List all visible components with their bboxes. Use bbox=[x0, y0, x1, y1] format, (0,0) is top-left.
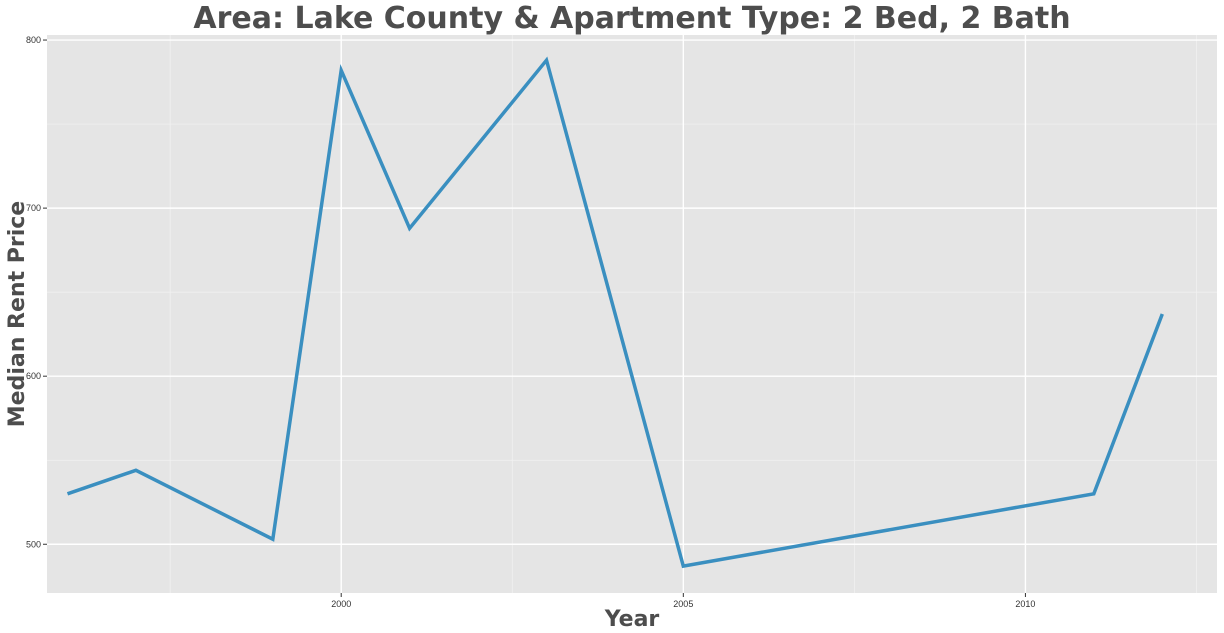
series-group bbox=[66, 56, 1164, 569]
x-axis-ticks: 2000 2005 2010 bbox=[331, 593, 1035, 609]
y-tick-label: 600 bbox=[26, 371, 41, 381]
y-tick-label: 500 bbox=[26, 539, 41, 549]
y-axis-ticks: 500 600 700 800 bbox=[26, 35, 47, 549]
x-tick-label: 2000 bbox=[331, 599, 351, 609]
x-tick-label: 2010 bbox=[1015, 599, 1035, 609]
plot-panel bbox=[47, 35, 1217, 593]
minor-gridlines bbox=[47, 35, 1217, 593]
x-tick-label: 2005 bbox=[673, 599, 693, 609]
x-axis-label: Year bbox=[604, 607, 660, 632]
chart-title: Area: Lake County & Apartment Type: 2 Be… bbox=[193, 1, 1070, 36]
major-gridlines bbox=[47, 35, 1217, 593]
y-tick-label: 800 bbox=[26, 35, 41, 45]
y-tick-label: 700 bbox=[26, 203, 41, 213]
y-axis-label: Median Rent Price bbox=[5, 201, 30, 427]
